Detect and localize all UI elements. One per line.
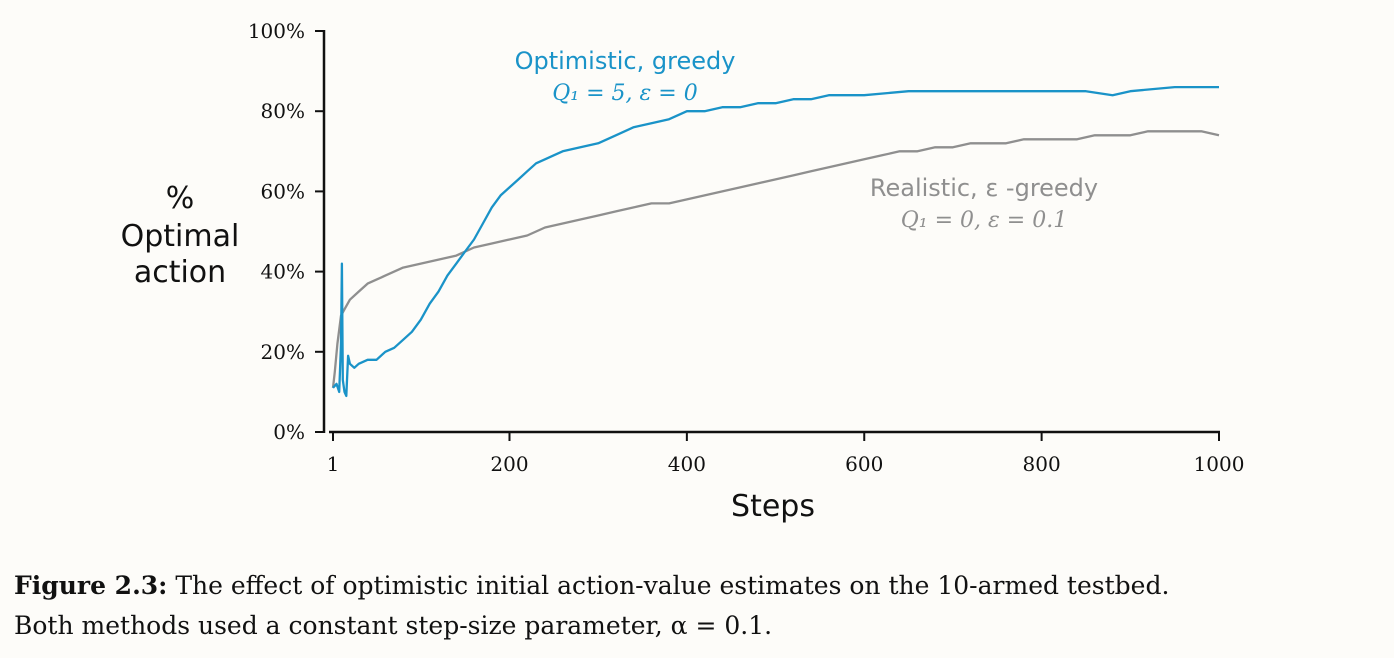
y-axis-title-line: % [166,181,195,216]
series-labels: Optimistic, greedy Q₁ = 5, ε = 0 Realistic… [515,47,1099,233]
y-tick-label: 100% [248,19,305,43]
caption-line-1: Figure 2.3: The effect of optimistic ini… [14,566,1386,606]
caption-line-2: Both methods used a constant step-size p… [14,611,773,640]
y-tick-label: 40% [261,260,305,284]
optimistic-greedy-params: Q₁ = 5, ε = 0 [552,81,697,106]
axes [322,30,1220,434]
y-tick-label: 0% [273,420,305,444]
x-tick-label: 800 [1023,452,1061,476]
y-axis-title-line: Optimal [121,219,240,254]
realistic-epsilon-greedy-line [331,130,1220,389]
caption-text-1: The effect of optimistic initial action-… [175,571,1170,600]
x-axis-title: Steps [731,489,815,524]
series-lines [331,85,1220,398]
y-axis-title-line: action [134,255,226,290]
y-tick-label: 80% [261,99,305,123]
figure-caption: Figure 2.3: The effect of optimistic ini… [14,566,1386,646]
y-tick-label: 60% [261,179,305,203]
optimistic-greedy-line [332,85,1219,398]
x-tick-label: 400 [668,452,706,476]
optimistic-greedy-label: Optimistic, greedy [515,47,736,75]
realistic-epsilon-greedy-params: Q₁ = 0, ε = 0.1 [901,208,1067,233]
realistic-epsilon-greedy-label: Realistic, ε -greedy [870,174,1098,202]
x-tick-label: 200 [490,452,528,476]
x-tick-label: 1000 [1194,452,1245,476]
x-tick-label: 1 [327,452,340,476]
caption-label: Figure 2.3: [14,571,168,600]
x-tick-label: 600 [845,452,883,476]
y-tick-label: 20% [261,340,305,364]
ticks: 0% 20% 40% 60% 80% 100% 1 200 400 600 800 1000 [248,19,1245,476]
